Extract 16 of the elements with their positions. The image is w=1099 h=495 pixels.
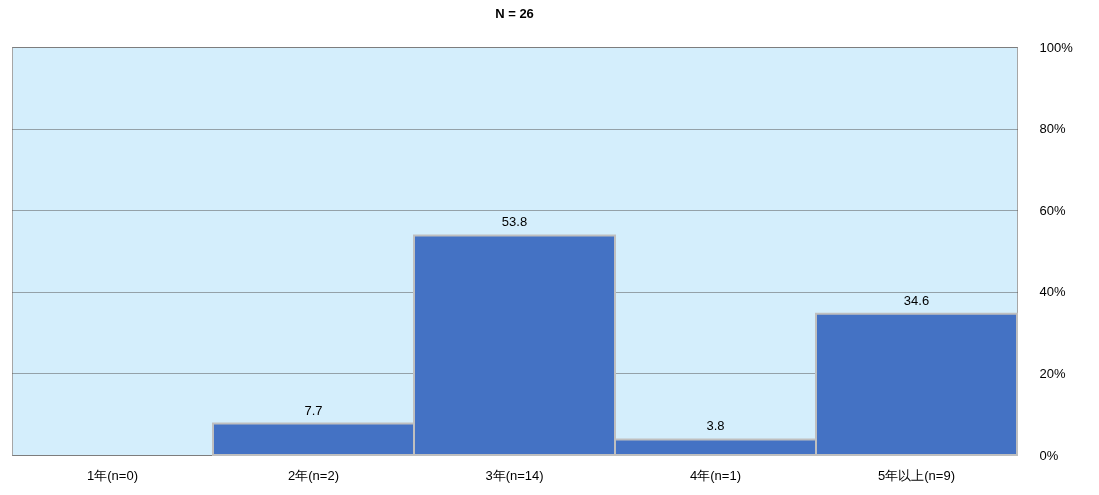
y-tick-label: 80% bbox=[1039, 121, 1066, 137]
x-tick-label: 4年(n=1) bbox=[690, 467, 741, 483]
y-tick-label: 20% bbox=[1039, 365, 1066, 381]
y-tick-label: 100% bbox=[1039, 39, 1074, 55]
data-label: 53.8 bbox=[501, 214, 528, 230]
y-tick-label: 0% bbox=[1039, 447, 1059, 463]
data-label: 7.7 bbox=[304, 402, 323, 418]
data-label: 34.6 bbox=[903, 292, 930, 308]
x-tick-label: 5年以上(n=9) bbox=[878, 467, 955, 483]
x-tick-label: 2年(n=2) bbox=[288, 467, 339, 483]
x-tick-label: 1年(n=0) bbox=[87, 467, 138, 483]
y-tick-label: 40% bbox=[1039, 284, 1066, 300]
data-label: 3.8 bbox=[706, 418, 725, 434]
y-tick-label: 60% bbox=[1039, 202, 1066, 218]
chart-title: N = 26 bbox=[495, 6, 534, 21]
x-tick-label: 3年(n=14) bbox=[485, 467, 544, 483]
